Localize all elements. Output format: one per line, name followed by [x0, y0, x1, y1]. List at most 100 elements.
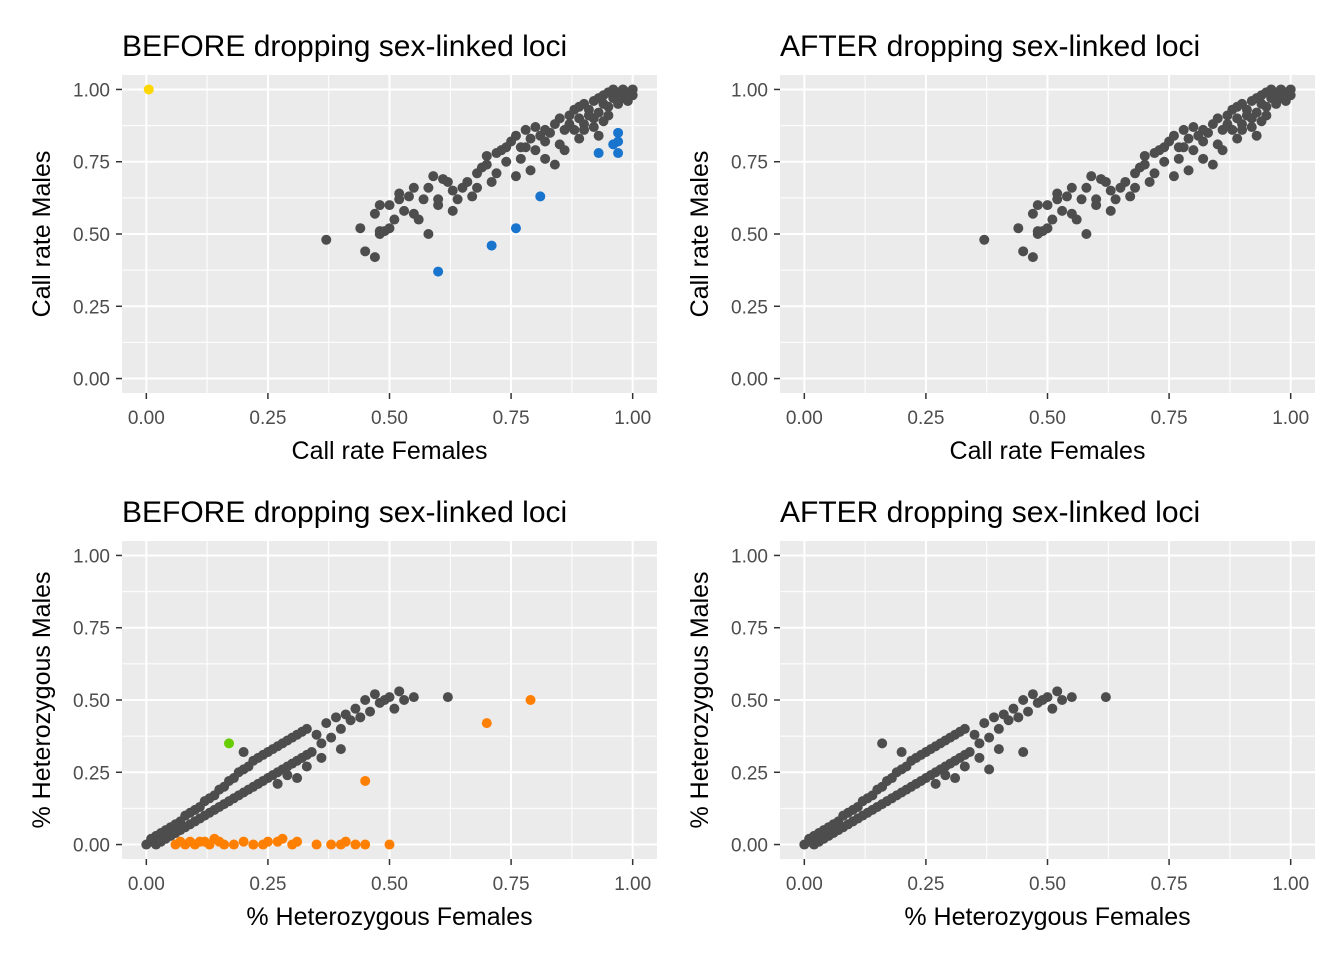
data-point	[959, 761, 970, 772]
data-point	[413, 214, 424, 225]
data-point	[272, 778, 283, 789]
data-point	[1066, 692, 1077, 703]
x-tick-label: 0.00	[786, 408, 823, 429]
data-point	[292, 836, 303, 847]
data-point	[1003, 715, 1014, 726]
data-point	[306, 747, 317, 758]
data-point	[389, 703, 400, 714]
data-point	[301, 761, 312, 772]
data-point	[340, 836, 351, 847]
data-point	[1266, 84, 1277, 95]
data-point	[491, 168, 502, 179]
data-point	[535, 191, 546, 202]
data-point	[613, 136, 624, 147]
data-point	[979, 234, 990, 245]
data-point	[1125, 191, 1136, 202]
data-point	[1280, 96, 1291, 107]
data-point	[622, 96, 633, 107]
data-point	[369, 252, 380, 263]
data-point	[877, 738, 888, 749]
data-point	[350, 839, 361, 850]
data-point	[433, 266, 444, 277]
y-tick-label: 1.00	[731, 80, 768, 101]
data-point	[442, 176, 453, 187]
data-point	[326, 732, 337, 743]
data-point	[1251, 107, 1262, 118]
x-tick-label: 0.75	[493, 408, 530, 429]
y-tick-label: 0.50	[731, 225, 768, 246]
data-point	[1168, 171, 1179, 182]
data-point	[311, 839, 322, 850]
data-point	[993, 744, 1004, 755]
data-point	[984, 764, 995, 775]
data-point	[360, 775, 371, 786]
data-point	[384, 200, 395, 211]
data-point	[525, 133, 536, 144]
data-point	[1018, 747, 1029, 758]
x-axis-title: Call rate Females	[950, 437, 1146, 465]
data-point	[1183, 133, 1194, 144]
data-point	[974, 752, 985, 763]
data-point	[1120, 176, 1131, 187]
x-tick-label: 0.75	[1151, 874, 1188, 895]
data-point	[486, 240, 497, 251]
y-tick-label: 0.75	[731, 153, 768, 174]
data-point	[1144, 176, 1155, 187]
data-point	[481, 718, 492, 729]
data-point	[1047, 703, 1058, 714]
data-point	[452, 194, 463, 205]
data-point	[360, 246, 371, 257]
data-point	[374, 200, 385, 211]
data-point	[593, 148, 604, 159]
data-point	[1275, 84, 1286, 95]
data-point	[1246, 122, 1257, 133]
data-point	[311, 729, 322, 740]
x-tick-label: 0.50	[1029, 408, 1066, 429]
data-point	[1042, 692, 1053, 703]
data-point	[554, 113, 565, 124]
y-tick-label: 1.00	[731, 546, 768, 567]
x-tick-label: 0.50	[371, 408, 408, 429]
data-point	[447, 205, 458, 216]
data-point	[316, 752, 327, 763]
data-point	[959, 723, 970, 734]
data-point	[989, 712, 999, 723]
data-point	[1178, 124, 1189, 135]
chart-title: AFTER dropping sex-linked loci	[780, 496, 1200, 529]
data-point	[510, 223, 521, 234]
data-point	[1047, 214, 1058, 225]
x-tick-label: 1.00	[1272, 408, 1309, 429]
data-point	[1091, 194, 1102, 205]
y-tick-label: 0.25	[73, 763, 110, 784]
data-point	[930, 778, 941, 789]
data-point	[394, 194, 405, 205]
data-point	[1183, 165, 1194, 176]
y-tick-label: 0.25	[731, 297, 768, 318]
data-point	[486, 176, 497, 187]
data-point	[569, 124, 580, 135]
series-default	[799, 686, 1111, 850]
data-point	[442, 692, 453, 703]
data-point	[969, 729, 980, 740]
x-axis-title: % Heterozygous Females	[246, 903, 532, 931]
series-orange	[170, 695, 536, 850]
data-point	[394, 686, 405, 697]
data-point	[530, 145, 541, 156]
data-point	[369, 208, 380, 219]
data-point	[1178, 142, 1189, 153]
data-point	[403, 191, 414, 202]
data-point	[510, 171, 521, 182]
data-point	[1232, 133, 1243, 144]
x-tick-label: 0.75	[1151, 408, 1188, 429]
data-point	[1173, 153, 1184, 164]
data-point	[964, 747, 975, 758]
data-point	[1081, 182, 1092, 193]
data-point	[617, 84, 628, 95]
data-point	[613, 127, 624, 138]
data-point	[540, 136, 551, 147]
y-tick-label: 0.50	[731, 691, 768, 712]
data-point	[1057, 695, 1068, 705]
data-point	[321, 234, 332, 245]
data-point	[1100, 692, 1111, 703]
